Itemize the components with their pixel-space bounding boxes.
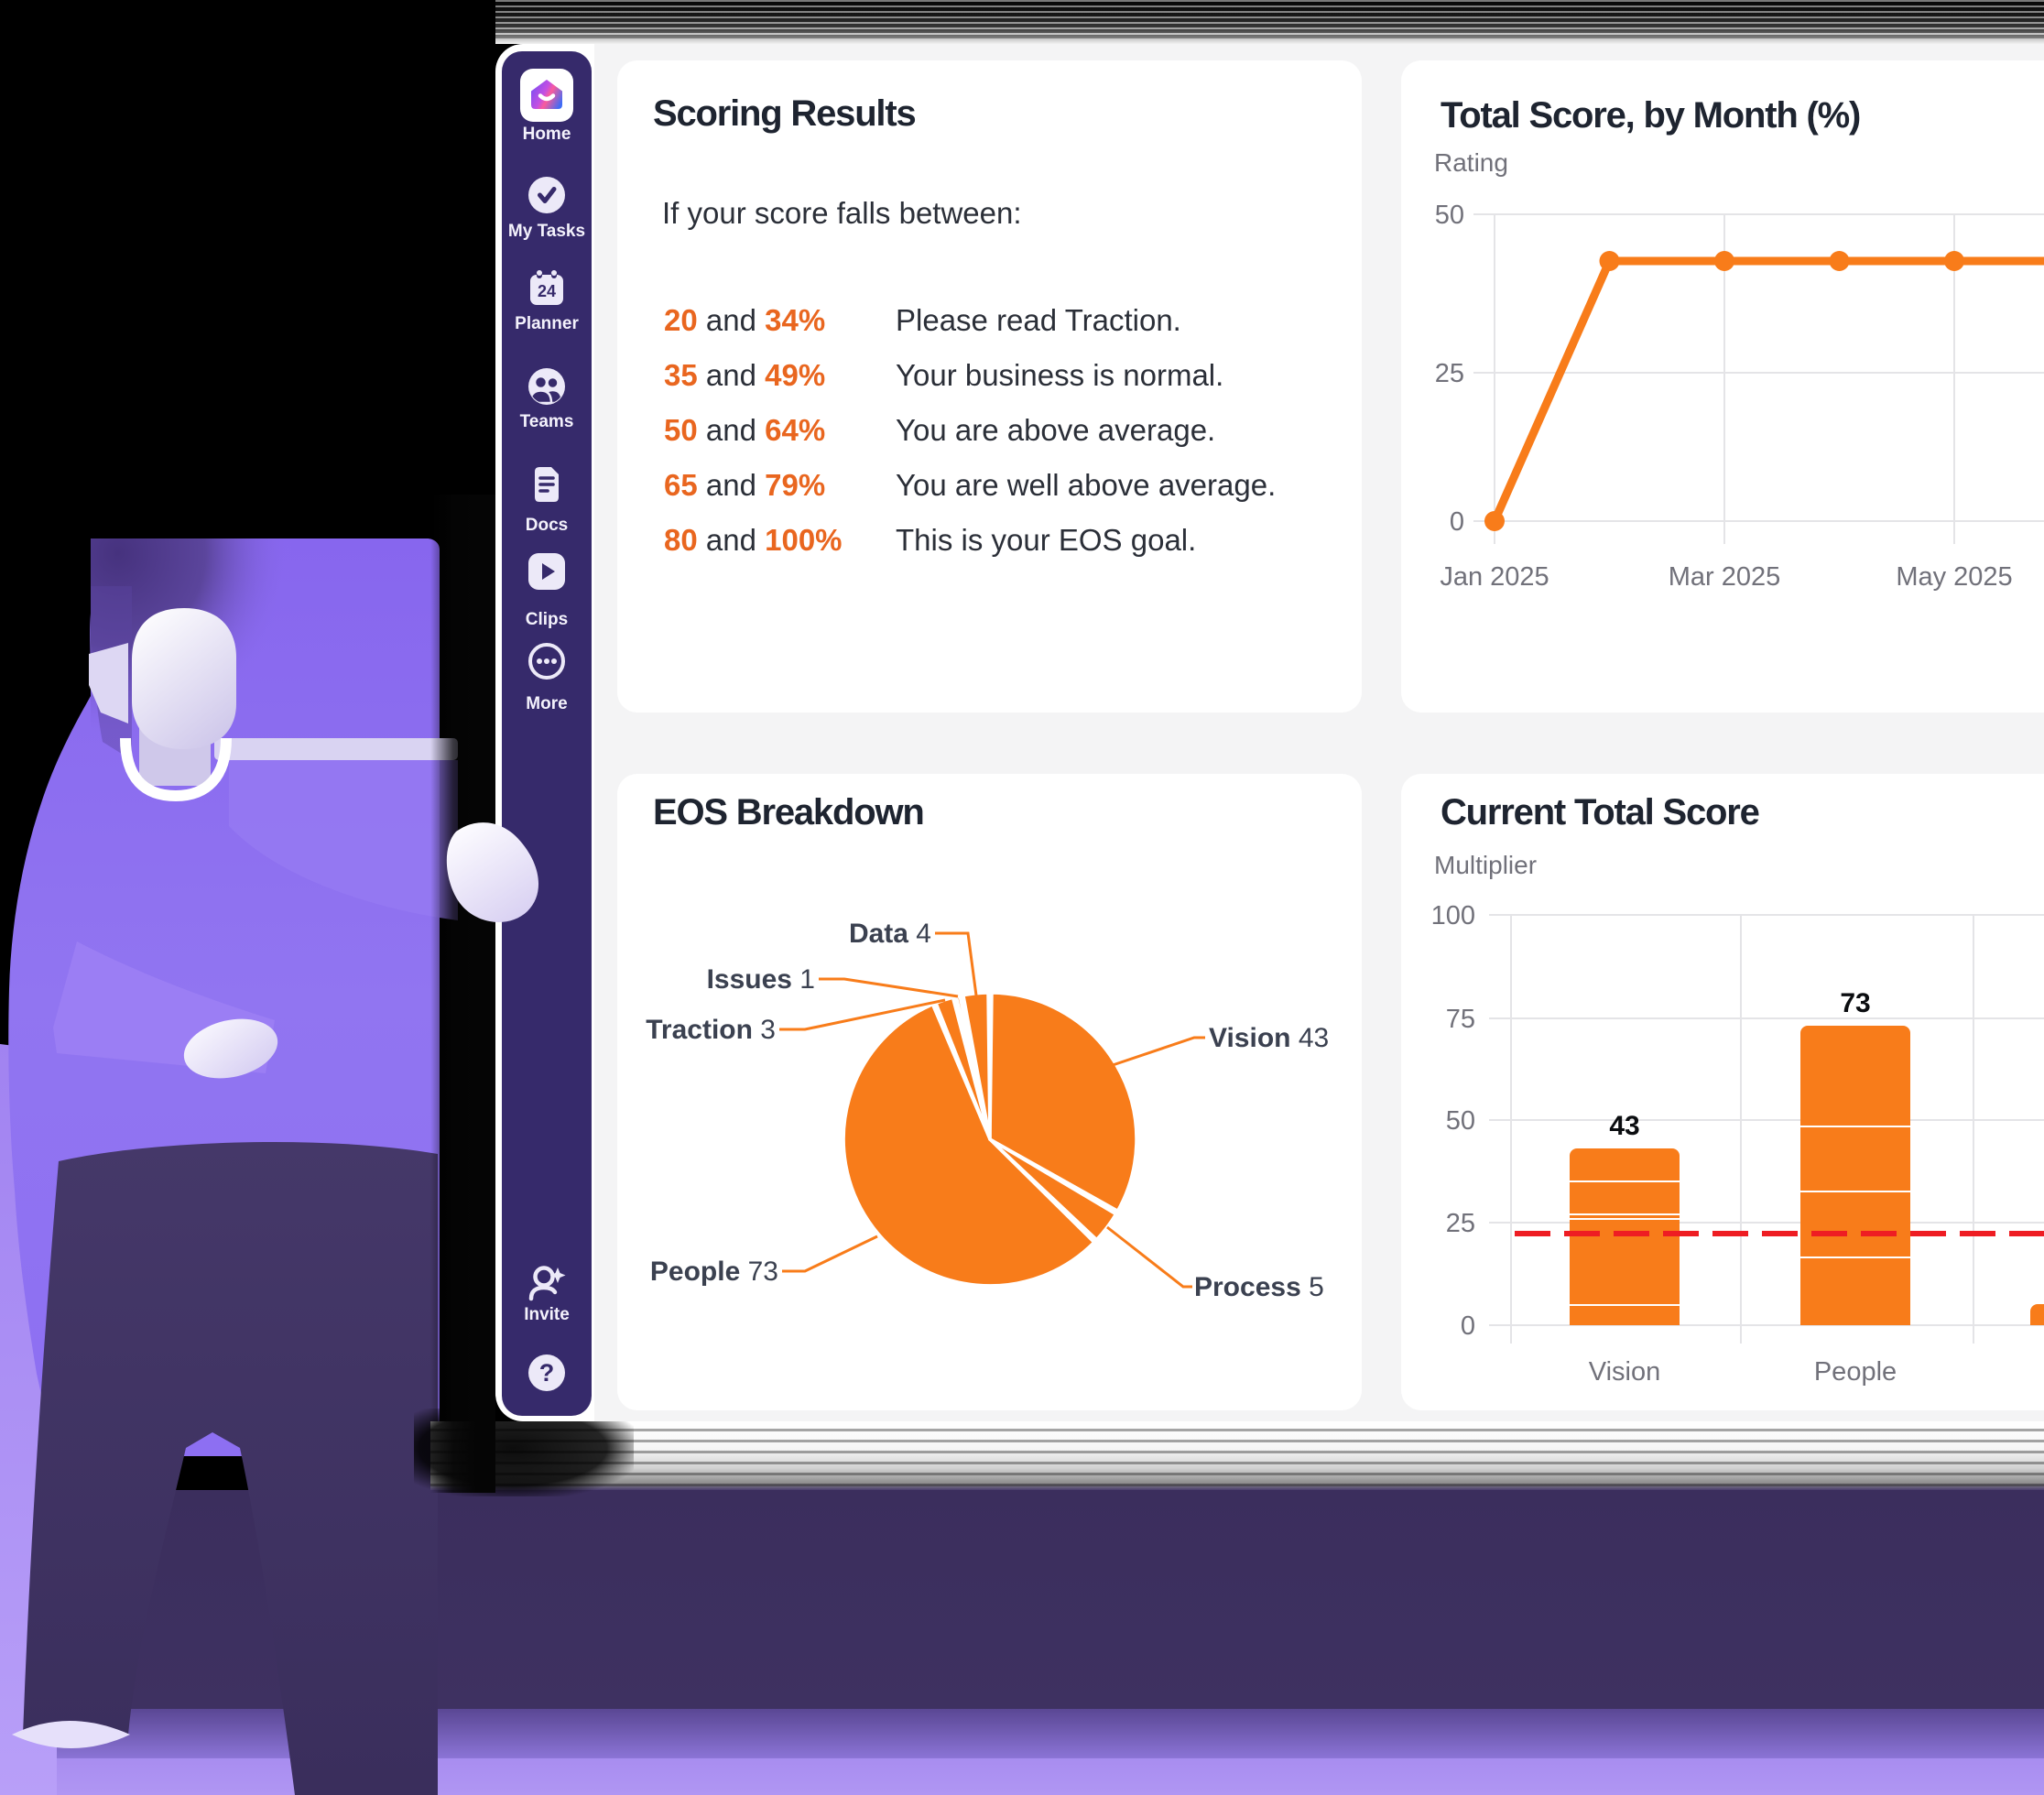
svg-text:Jan 2025: Jan 2025 [1440, 562, 1549, 592]
svg-text:Traction 3: Traction 3 [646, 1015, 776, 1045]
svg-text:50: 50 [1446, 1106, 1475, 1136]
svg-text:Mar 2025: Mar 2025 [1669, 562, 1781, 592]
svg-text:Process 5: Process 5 [1194, 1272, 1324, 1302]
svg-text:Issues 1: Issues 1 [707, 964, 815, 995]
svg-text:100: 100 [1431, 901, 1475, 930]
svg-text:May 2025: May 2025 [1896, 562, 2012, 592]
svg-text:Data 4: Data 4 [849, 919, 931, 949]
svg-text:People: People [1814, 1357, 1897, 1387]
svg-text:43: 43 [1609, 1111, 1639, 1141]
svg-text:0: 0 [1450, 507, 1464, 537]
svg-text:Vision 43: Vision 43 [1209, 1023, 1329, 1053]
svg-text:0: 0 [1461, 1311, 1475, 1341]
svg-text:24: 24 [538, 282, 556, 300]
svg-text:People 73: People 73 [650, 1256, 778, 1287]
svg-text:25: 25 [1435, 359, 1464, 388]
svg-text:Vision: Vision [1589, 1357, 1660, 1387]
svg-text:25: 25 [1446, 1209, 1475, 1238]
svg-text:75: 75 [1446, 1005, 1475, 1034]
svg-text:73: 73 [1840, 988, 1870, 1018]
svg-text:?: ? [539, 1359, 555, 1387]
svg-text:50: 50 [1435, 201, 1464, 230]
